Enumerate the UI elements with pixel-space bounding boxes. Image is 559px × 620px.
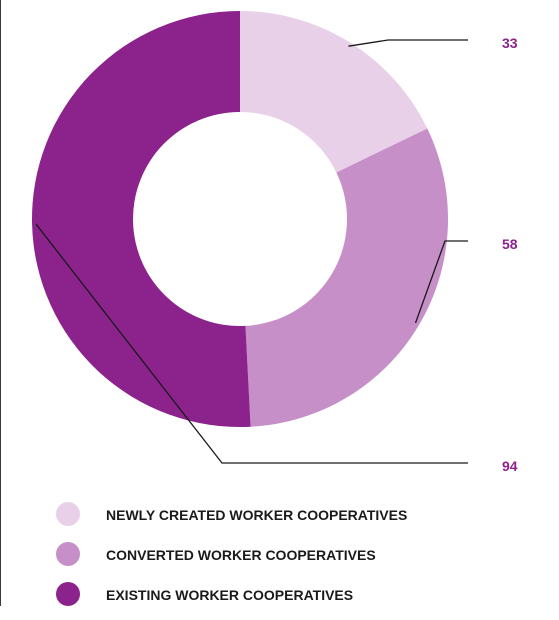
donut-slice-existing <box>32 11 251 427</box>
leader-line-converted <box>414 240 468 324</box>
value-label-newly-created: 33 <box>502 35 518 51</box>
value-label-existing: 94 <box>502 458 518 474</box>
legend-swatch-converted <box>56 542 80 566</box>
leader-line-newly-created <box>348 39 468 47</box>
donut-slice-newly-created <box>240 11 428 173</box>
donut-chart: 33 58 94 <box>32 11 518 474</box>
leader-line-existing <box>35 223 468 464</box>
legend-swatch-existing <box>56 582 80 606</box>
legend-label-existing: EXISTING WORKER COOPERATIVES <box>106 587 354 603</box>
frame-border-line <box>0 0 1 606</box>
legend-label-converted: CONVERTED WORKER COOPERATIVES <box>106 547 376 563</box>
value-label-converted: 58 <box>502 236 518 252</box>
legend-label-newly-created: NEWLY CREATED WORKER COOPERATIVES <box>106 507 408 523</box>
legend-swatch-newly-created <box>56 502 80 526</box>
donut-slice-converted <box>245 128 449 427</box>
